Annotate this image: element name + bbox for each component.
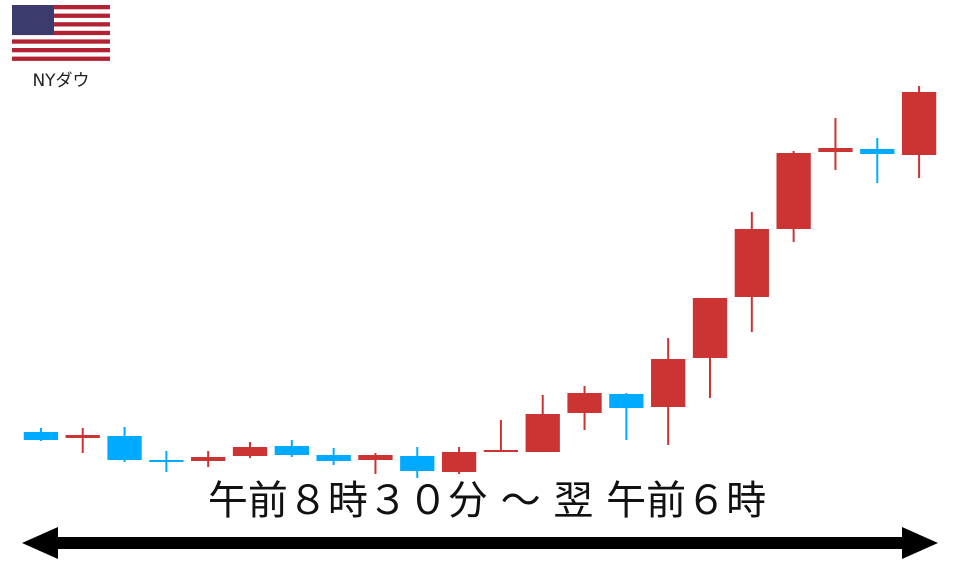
candle-body: [651, 359, 686, 407]
candle-body: [316, 455, 351, 461]
candle-body: [23, 432, 59, 440]
candle-body: [776, 153, 811, 229]
range-arrow: [22, 527, 938, 559]
candle-body: [441, 452, 477, 472]
plot: [23, 86, 937, 478]
candle-body: [734, 229, 769, 297]
candle-body: [274, 446, 309, 455]
candle-body: [567, 393, 602, 413]
candle-body: [901, 92, 937, 155]
candle-body: [149, 460, 184, 462]
candle-body: [400, 456, 435, 471]
time-range-caption: 午前８時３０分 ～ 翌 午前６時: [208, 478, 766, 524]
candle-body: [65, 435, 100, 438]
candle-body: [191, 457, 226, 461]
candle-body: [860, 149, 895, 154]
candle-body: [609, 394, 644, 408]
candle-body: [818, 148, 853, 152]
index-label: NYダウ: [32, 71, 89, 91]
candle-body: [525, 414, 560, 452]
candle-body: [483, 450, 519, 452]
candle-body: [358, 455, 393, 460]
us-flag: [12, 5, 110, 61]
candle-body: [107, 436, 142, 460]
candle-body: [692, 298, 728, 358]
candle-body: [232, 447, 268, 456]
